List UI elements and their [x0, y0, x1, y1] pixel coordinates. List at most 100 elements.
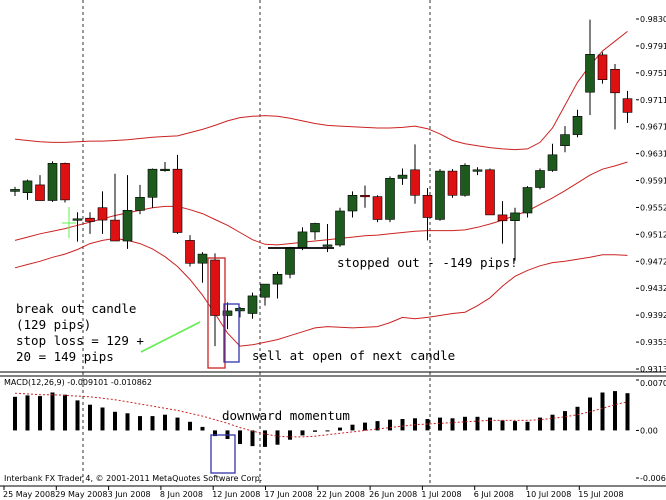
- breakout-highlight-box: [207, 257, 226, 369]
- macd-bar: [463, 416, 467, 431]
- candle-body: [360, 195, 370, 198]
- candle-body: [485, 169, 495, 216]
- macd-bar: [588, 397, 592, 431]
- macd-bar: [513, 421, 517, 431]
- candle-body: [285, 247, 295, 275]
- time-tick-label: 29 May 2008: [55, 490, 107, 499]
- candle-body: [260, 283, 270, 298]
- time-tick-label: 22 Jun 2008: [317, 490, 365, 499]
- macd-bar: [200, 426, 205, 431]
- candle-body: [235, 307, 245, 312]
- candle-body: [610, 69, 620, 94]
- candle-body: [60, 163, 70, 201]
- macd-bar: [213, 430, 217, 437]
- candle-body: [160, 168, 170, 171]
- macd-bar: [450, 418, 455, 431]
- annotation-breakout: break out candle: [16, 301, 136, 316]
- macd-bar: [338, 427, 342, 431]
- candle-body: [297, 231, 308, 248]
- candle-body: [272, 273, 283, 285]
- macd-bar: [175, 417, 180, 431]
- copyright-text: Interbank FX Trader 4, © 2001-2011 MetaQ…: [4, 474, 262, 483]
- macd-tick-label: 0.00705: [640, 379, 666, 388]
- candle-body: [535, 170, 545, 188]
- macd-bar: [438, 417, 442, 431]
- candle-body: [72, 218, 83, 221]
- macd-bar: [138, 416, 142, 431]
- candle-body: [597, 54, 608, 81]
- macd-bar: [550, 414, 555, 431]
- candle-body: [572, 116, 583, 135]
- candle-body: [472, 169, 483, 172]
- annotation-stopped-out: stopped out - -149 pips!: [337, 255, 518, 270]
- candle-body: [22, 180, 33, 193]
- candle-body: [522, 187, 533, 214]
- annotation-sell: sell at open of next candle: [252, 348, 455, 363]
- macd-bar: [163, 414, 167, 431]
- macd-bar: [475, 416, 480, 431]
- candle-body: [147, 168, 158, 198]
- macd-bar: [250, 430, 255, 447]
- time-tick-label: 10 Jul 2008: [526, 490, 571, 499]
- macd-bar: [188, 421, 192, 431]
- breakout-pointer-line: [140, 321, 201, 353]
- candle-body: [172, 168, 183, 233]
- time-tick-label: 15 Jul 2008: [578, 490, 623, 499]
- candle-body: [335, 210, 345, 246]
- macd-bar: [50, 392, 55, 431]
- macd-bar: [100, 407, 105, 431]
- macd-bar: [238, 430, 242, 444]
- candle-body: [135, 197, 145, 211]
- macd-bar: [525, 421, 530, 431]
- time-tick-label: 25 May 2008: [3, 490, 55, 499]
- macd-bar: [575, 406, 580, 431]
- annotation-stop-2: 20 = 149 pips: [16, 349, 114, 364]
- macd-tick-label: 0.00: [640, 426, 658, 435]
- time-tick-label: 8 Jun 2008: [160, 490, 203, 499]
- momentum-highlight-box: [210, 434, 236, 474]
- candle-body: [310, 223, 320, 233]
- candle-body: [447, 170, 458, 196]
- bollinger-bands: [14, 31, 628, 347]
- macd-title: MACD(12,26,9) -0.009101 -0.010862: [4, 378, 152, 387]
- macd-bar: [425, 419, 430, 431]
- macd-bar: [363, 422, 367, 431]
- candle-body: [97, 207, 108, 221]
- macd-bar: [263, 430, 267, 447]
- candle-body: [410, 169, 420, 196]
- band-upper: [14, 31, 628, 151]
- macd-bar: [613, 391, 617, 431]
- annotation-stop-1: stop loss = 129 +: [16, 333, 144, 348]
- macd-bar: [125, 413, 130, 431]
- band-lower: [14, 237, 628, 347]
- macd-bar: [375, 421, 380, 431]
- candle-body: [10, 189, 20, 192]
- candle-body: [397, 174, 408, 179]
- macd-bar: [325, 430, 330, 432]
- macd-bar: [350, 424, 355, 431]
- macd-bar: [600, 392, 605, 431]
- candle-body: [210, 259, 220, 316]
- macd-bar: [150, 416, 155, 431]
- macd-bar: [75, 400, 80, 431]
- candle-body: [185, 240, 195, 264]
- candle-body: [110, 219, 120, 242]
- time-tick-label: 26 Jun 2008: [369, 490, 417, 499]
- macd-bar: [563, 411, 567, 431]
- time-tick-label: 3 Jun 2008: [108, 490, 151, 499]
- candle-body: [560, 134, 570, 147]
- candle-body: [385, 178, 395, 220]
- macd-bar: [388, 419, 392, 431]
- macd-tick-label: -0.00665: [640, 474, 666, 483]
- candle-body: [197, 253, 208, 264]
- candle-body: [622, 98, 633, 113]
